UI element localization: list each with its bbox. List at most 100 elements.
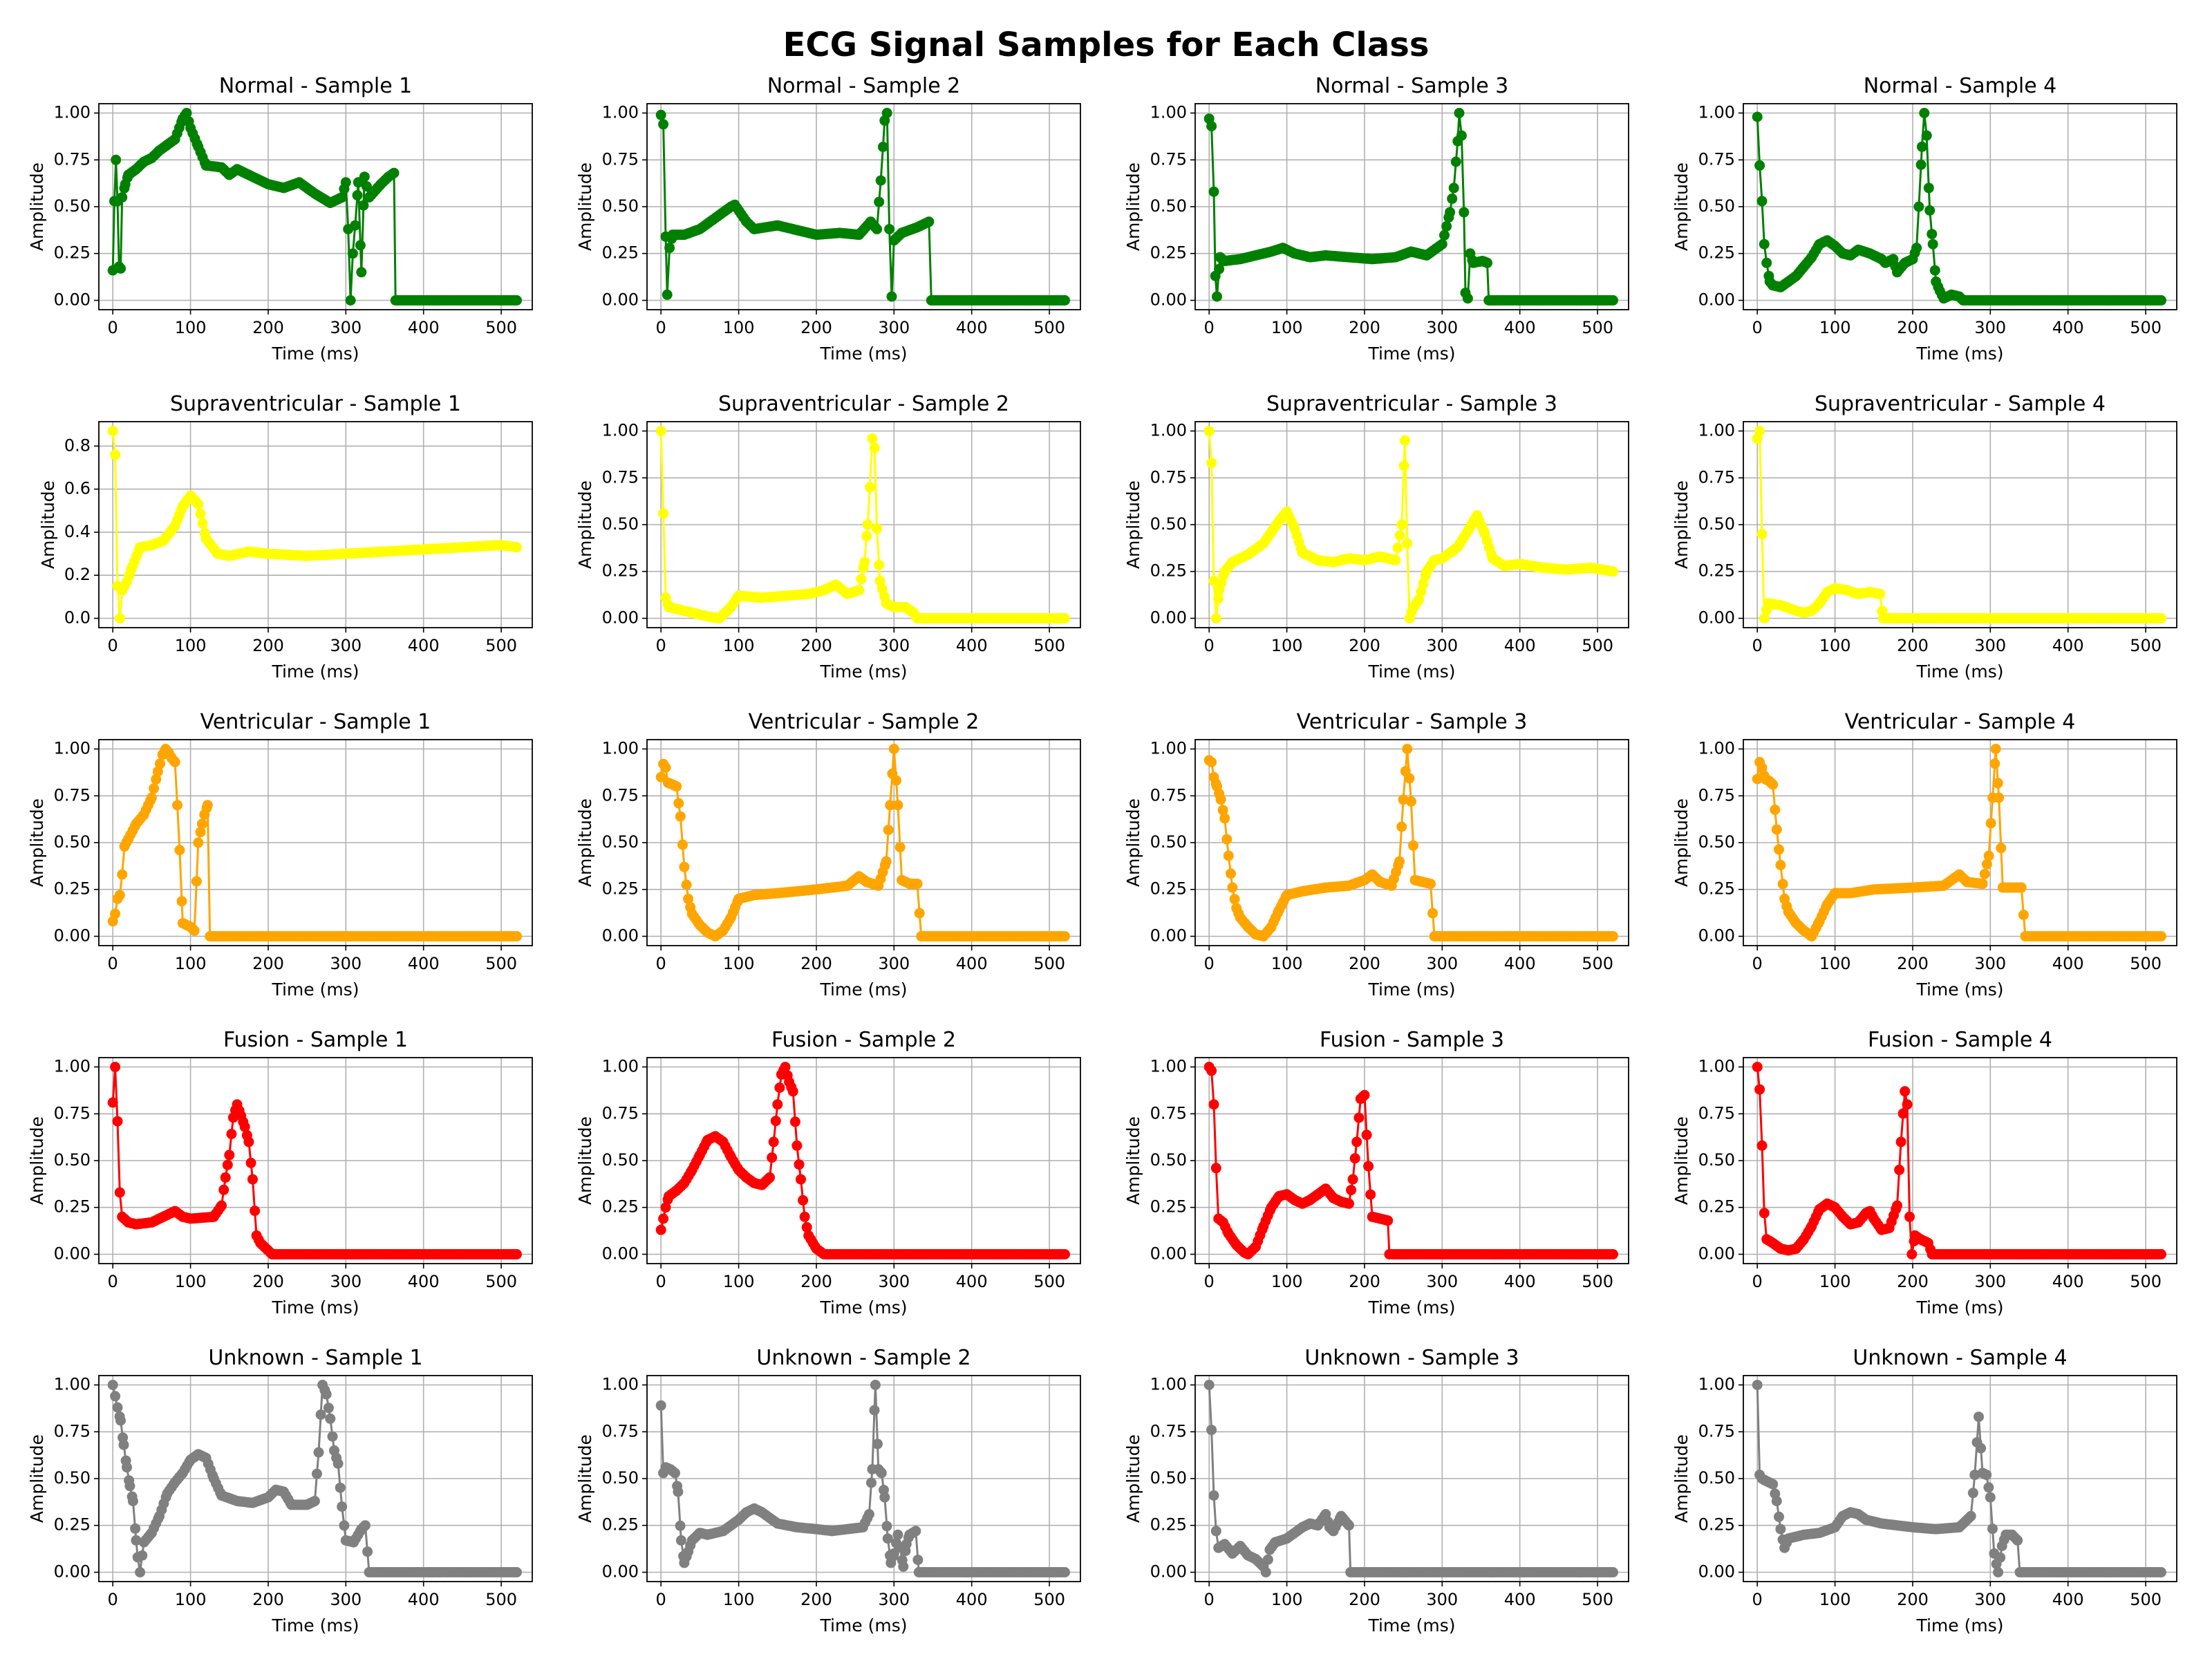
figure-title: ECG Signal Samples for Each Class bbox=[783, 26, 1430, 64]
data-point bbox=[356, 267, 367, 278]
x-tick-label: 300 bbox=[330, 954, 362, 973]
data-point bbox=[1399, 435, 1410, 446]
y-tick-label: 0.25 bbox=[1150, 243, 1187, 263]
data-point bbox=[1390, 555, 1401, 565]
data-point bbox=[193, 498, 204, 509]
y-tick-label: 0.25 bbox=[54, 243, 91, 263]
data-point bbox=[859, 556, 870, 568]
data-point bbox=[1754, 1084, 1765, 1095]
y-axis-label: Amplitude bbox=[27, 1434, 47, 1523]
x-tick-label: 100 bbox=[1819, 318, 1851, 337]
data-point bbox=[315, 1409, 326, 1420]
subplot: 0 100 200 300 400 500 0.00 0.25 0.50 0.75 1.00 Norm… bbox=[1671, 74, 2177, 364]
x-tick-label: 200 bbox=[1897, 1272, 1929, 1291]
data-point bbox=[875, 175, 886, 186]
data-point bbox=[1924, 205, 1936, 216]
data-point bbox=[1987, 1524, 1998, 1535]
data-point bbox=[1983, 1482, 1994, 1493]
data-point bbox=[886, 291, 897, 302]
x-tick-label: 500 bbox=[485, 318, 517, 337]
data-point bbox=[1260, 1567, 1271, 1577]
y-tick-label: 0.50 bbox=[1698, 1150, 1735, 1170]
data-point bbox=[1219, 813, 1230, 824]
data-point bbox=[655, 1400, 666, 1411]
data-point bbox=[1402, 744, 1413, 754]
data-point bbox=[1608, 1249, 1618, 1259]
data-point bbox=[675, 1535, 686, 1546]
x-tick-label: 200 bbox=[252, 954, 284, 973]
data-point bbox=[1203, 426, 1215, 436]
subplot-title: Ventricular - Sample 3 bbox=[1297, 710, 1528, 734]
x-axis-label: Time (ms) bbox=[271, 1297, 359, 1318]
y-tick-label: 1.00 bbox=[1698, 103, 1735, 122]
data-point bbox=[1447, 193, 1458, 204]
y-tick-label: 0.8 bbox=[64, 435, 91, 455]
subplot-title: Supraventricular - Sample 4 bbox=[1815, 392, 2106, 416]
series bbox=[107, 426, 522, 624]
data-point bbox=[658, 1213, 669, 1224]
y-tick-label: 0.25 bbox=[1698, 561, 1735, 581]
data-point bbox=[359, 1520, 371, 1531]
data-point bbox=[2156, 295, 2166, 306]
data-point bbox=[1985, 818, 1996, 829]
data-point bbox=[1993, 1567, 2004, 1577]
x-tick-label: 400 bbox=[956, 954, 988, 973]
data-point bbox=[1965, 1510, 1976, 1521]
data-point bbox=[1768, 779, 1779, 790]
y-tick-label: 0.00 bbox=[54, 1244, 91, 1264]
data-point bbox=[335, 1482, 346, 1493]
data-point bbox=[1402, 538, 1413, 549]
y-tick-label: 0.50 bbox=[1698, 1468, 1735, 1488]
x-tick-label: 0 bbox=[108, 318, 118, 337]
data-point bbox=[1608, 566, 1618, 577]
x-tick-label: 500 bbox=[1033, 636, 1065, 655]
data-point bbox=[1752, 1380, 1763, 1390]
data-point bbox=[1892, 1200, 1902, 1211]
data-point bbox=[193, 837, 204, 848]
subplot-title: Ventricular - Sample 2 bbox=[749, 710, 980, 734]
series bbox=[1752, 426, 2166, 624]
x-axis-label: Time (ms) bbox=[1367, 344, 1455, 364]
subplot-title: Normal - Sample 2 bbox=[767, 74, 961, 98]
subplot-title: Ventricular - Sample 1 bbox=[200, 710, 431, 734]
x-tick-label: 200 bbox=[1349, 1590, 1380, 1609]
y-tick-label: 0.75 bbox=[1698, 785, 1735, 805]
data-point bbox=[1208, 1490, 1219, 1501]
data-point bbox=[1456, 130, 1467, 141]
data-point bbox=[1346, 1185, 1357, 1196]
data-point bbox=[1895, 1136, 1906, 1147]
y-tick-label: 1.00 bbox=[54, 1375, 91, 1394]
data-point bbox=[1911, 243, 1922, 254]
data-point bbox=[1459, 207, 1470, 218]
x-tick-label: 400 bbox=[2052, 636, 2084, 655]
x-tick-label: 100 bbox=[1271, 954, 1303, 973]
data-point bbox=[881, 856, 892, 867]
data-point bbox=[1902, 1099, 1913, 1110]
x-tick-label: 400 bbox=[408, 318, 440, 337]
y-axis-label: Amplitude bbox=[27, 1116, 47, 1205]
y-axis-label: Amplitude bbox=[1671, 798, 1691, 887]
y-tick-label: 1.00 bbox=[1150, 1375, 1187, 1394]
data-point bbox=[1226, 868, 1236, 879]
data-point bbox=[798, 1194, 809, 1206]
x-tick-label: 300 bbox=[1974, 636, 2006, 655]
data-point bbox=[1990, 744, 2001, 754]
x-tick-label: 0 bbox=[656, 1272, 666, 1291]
data-point bbox=[1989, 758, 2000, 769]
x-tick-label: 400 bbox=[1504, 954, 1536, 973]
x-tick-label: 300 bbox=[878, 318, 910, 337]
data-point bbox=[1454, 108, 1465, 118]
y-tick-label: 0.00 bbox=[1150, 608, 1187, 628]
subplot-title: Ventricular - Sample 4 bbox=[1845, 710, 2076, 734]
data-point bbox=[107, 1380, 118, 1390]
x-tick-label: 200 bbox=[800, 1272, 832, 1291]
x-axis-label: Time (ms) bbox=[1915, 980, 2003, 1000]
x-tick-label: 200 bbox=[252, 318, 284, 337]
y-tick-label: 0.25 bbox=[1150, 1197, 1187, 1217]
data-point bbox=[681, 879, 692, 890]
x-tick-label: 400 bbox=[408, 636, 440, 655]
data-point bbox=[1462, 293, 1473, 304]
data-point bbox=[673, 798, 684, 809]
data-point bbox=[107, 426, 118, 436]
